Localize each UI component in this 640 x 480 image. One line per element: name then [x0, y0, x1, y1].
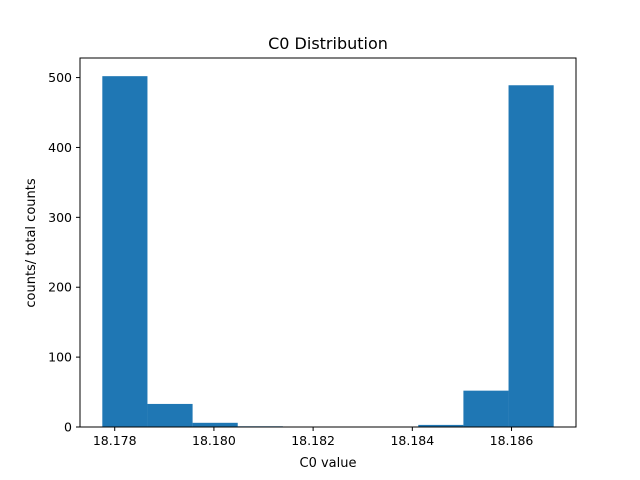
- histogram-bar-9: [463, 390, 509, 427]
- chart-title: C0 Distribution: [268, 34, 388, 53]
- y-axis-ticks: 0 100 200 300 400 500: [48, 70, 80, 435]
- y-tick-label: 200: [48, 280, 72, 295]
- x-tick-label: 18.178: [93, 433, 137, 448]
- x-tick-label: 18.186: [490, 433, 534, 448]
- x-tick-label: 18.182: [291, 433, 335, 448]
- y-tick-label: 100: [48, 350, 72, 365]
- histogram-bar-10: [508, 85, 554, 428]
- histogram-bar-2: [147, 403, 193, 427]
- x-axis-label: C0 value: [300, 456, 357, 471]
- y-tick-label: 300: [48, 210, 72, 225]
- x-tick-label: 18.184: [390, 433, 434, 448]
- histogram-bar-3: [192, 422, 238, 427]
- histogram-bar-1: [102, 76, 148, 427]
- y-tick-label: 0: [64, 420, 72, 435]
- bars-group: [102, 76, 554, 428]
- y-tick-label: 400: [48, 140, 72, 155]
- y-axis-label: counts/ total counts: [24, 178, 39, 307]
- plot-frame: [79, 57, 577, 428]
- histogram-bar-8: [418, 424, 464, 427]
- x-tick-label: 18.180: [192, 433, 236, 448]
- y-tick-label: 500: [48, 70, 72, 85]
- x-axis-ticks: 18.178 18.180 18.182 18.184 18.186: [93, 427, 534, 448]
